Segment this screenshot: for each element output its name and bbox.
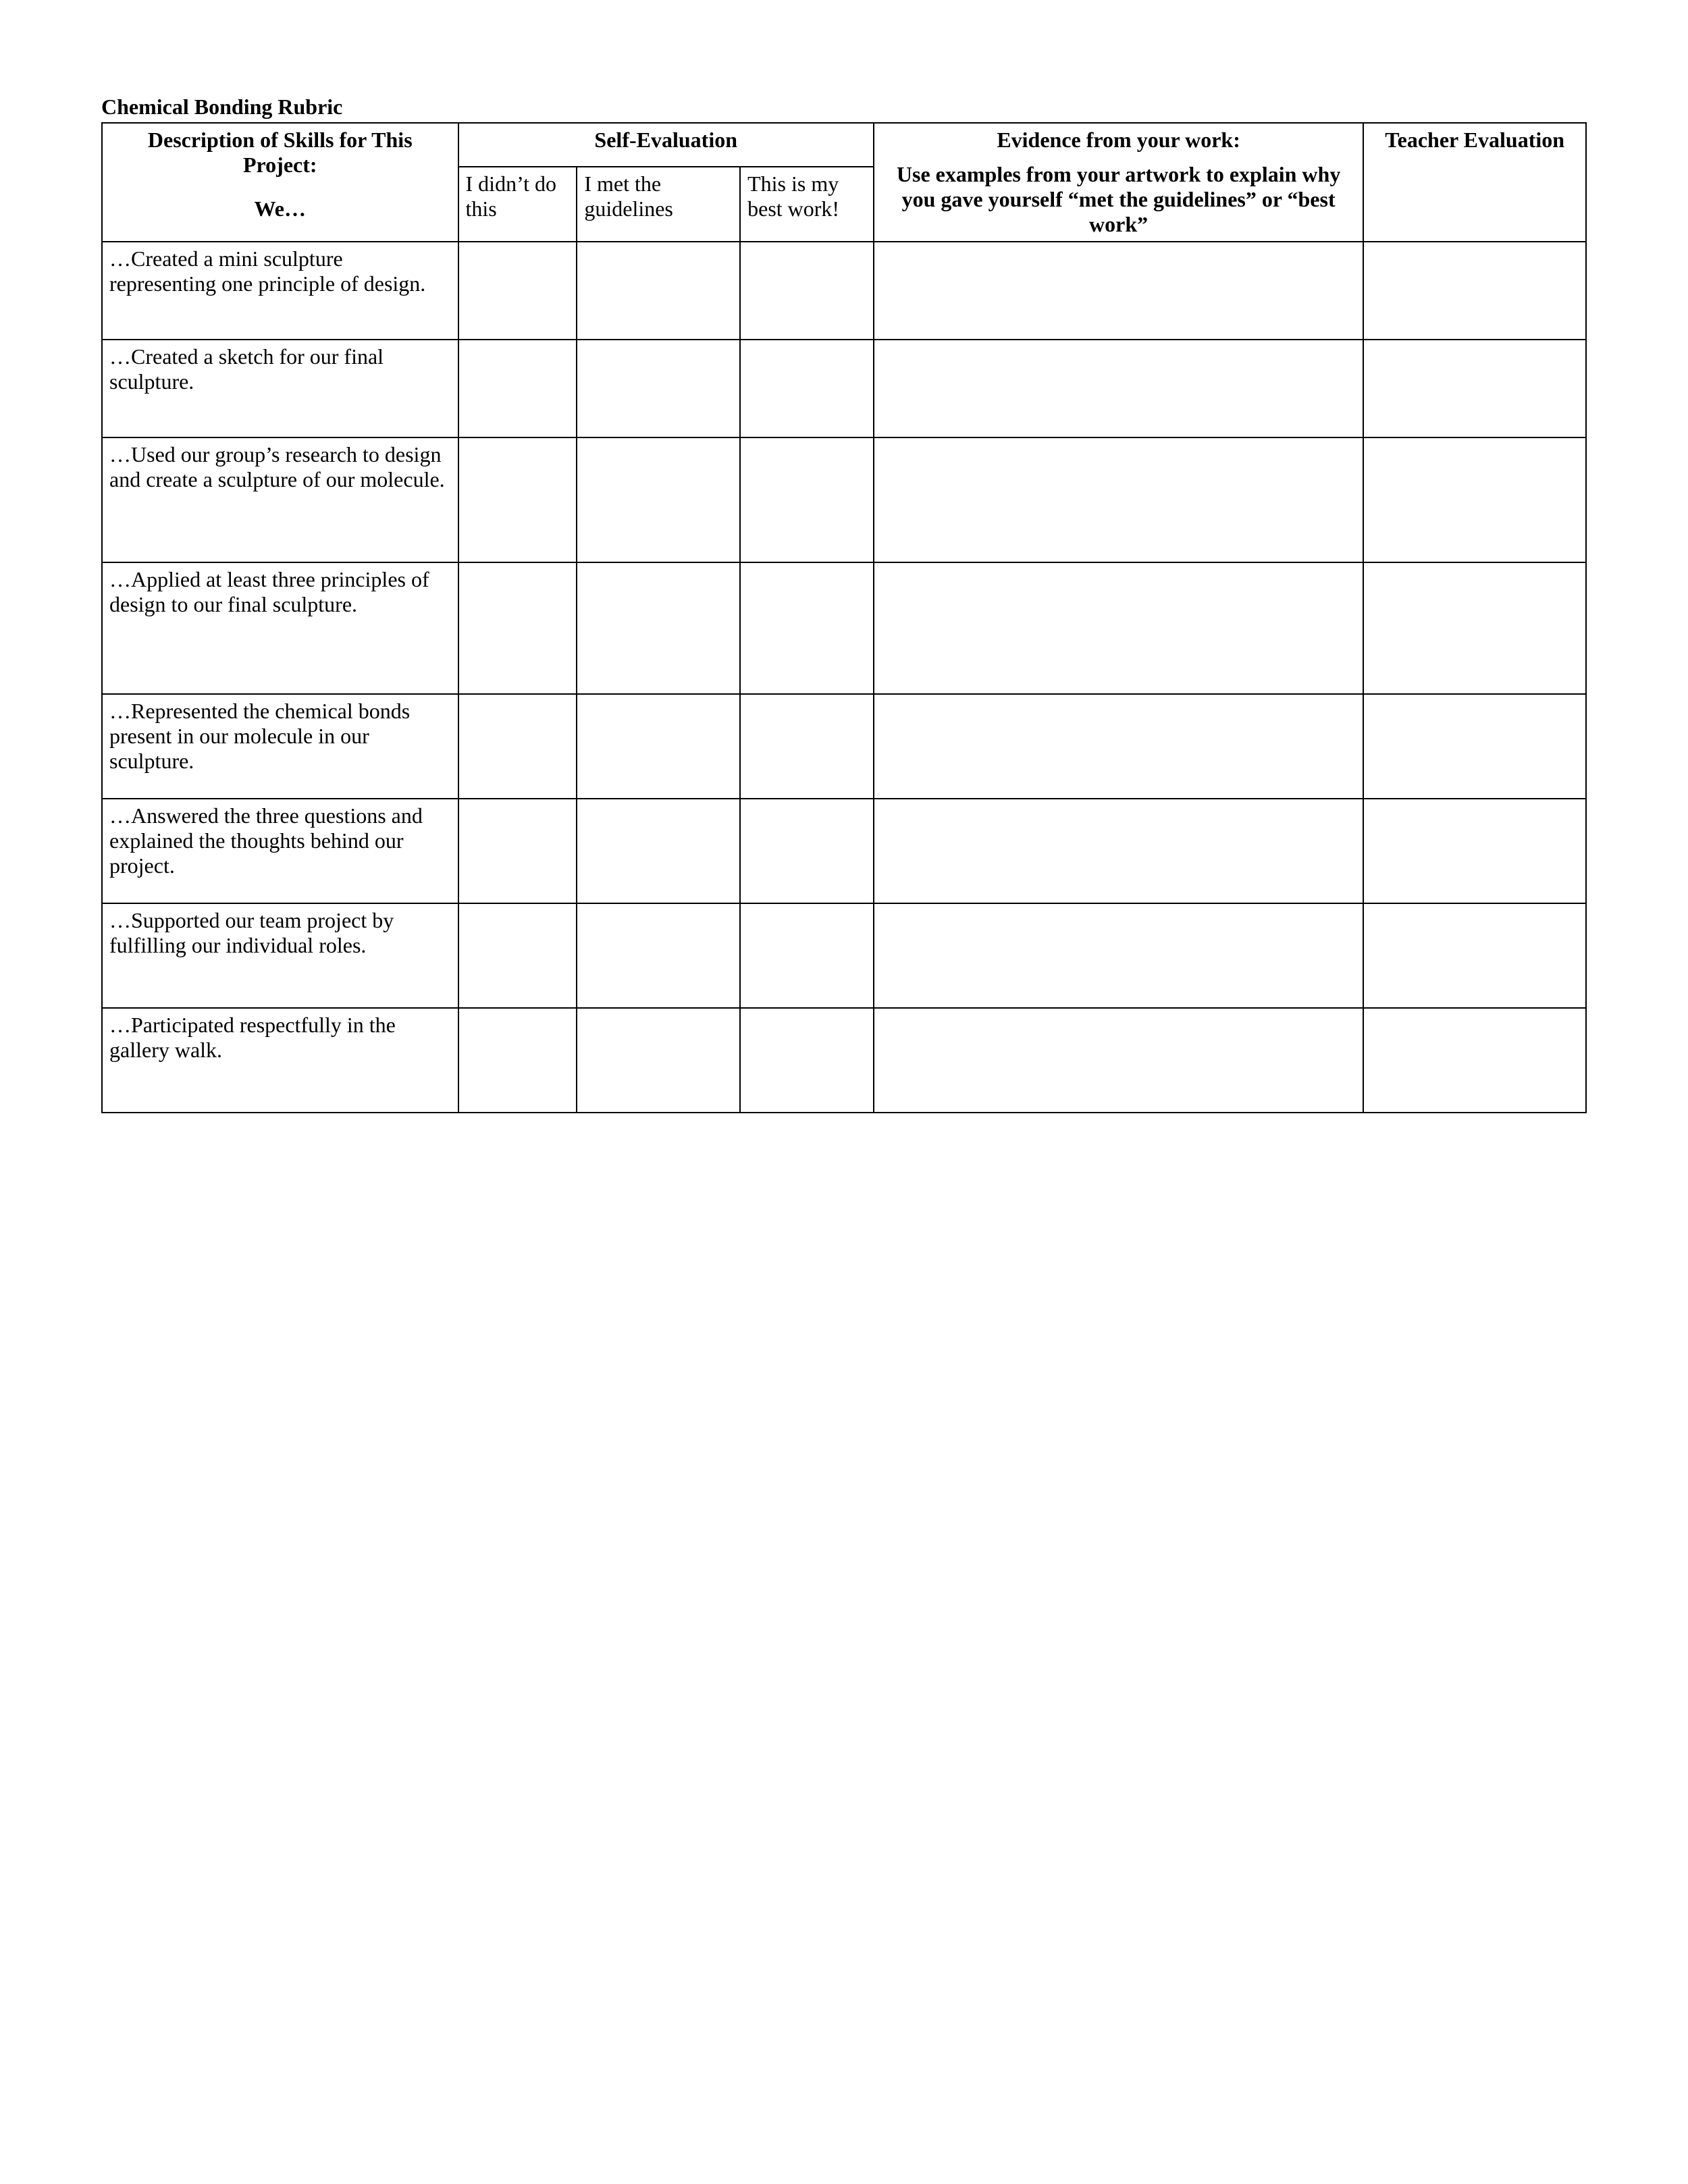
cell-met-guidelines[interactable] [577,903,740,1008]
evidence-label: Evidence from your work: [881,128,1356,153]
skill-cell: …Answered the three questions and explai… [102,799,458,903]
subheader-met-guidelines: I met the guidelines [577,167,740,242]
table-row: …Answered the three questions and explai… [102,799,1586,903]
table-row: …Supported our team project by fulfillin… [102,903,1586,1008]
cell-met-guidelines[interactable] [577,1008,740,1113]
cell-met-guidelines[interactable] [577,694,740,799]
table-row: …Participated respectfully in the galler… [102,1008,1586,1113]
cell-met-guidelines[interactable] [577,340,740,437]
cell-evidence[interactable] [874,694,1363,799]
cell-best-work[interactable] [740,340,874,437]
cell-best-work[interactable] [740,903,874,1008]
header-description: Description of Skills for This Project: … [102,123,458,242]
document-title: Chemical Bonding Rubric [101,95,1587,119]
cell-teacher-eval[interactable] [1363,340,1586,437]
header-teacher-eval: Teacher Evaluation [1363,123,1586,242]
cell-teacher-eval[interactable] [1363,694,1586,799]
skill-cell: …Participated respectfully in the galler… [102,1008,458,1113]
subheader-best-work: This is my best work! [740,167,874,242]
cell-best-work[interactable] [740,694,874,799]
cell-evidence[interactable] [874,242,1363,340]
cell-evidence[interactable] [874,799,1363,903]
cell-didnt-do[interactable] [458,562,577,694]
table-row: …Represented the chemical bonds present … [102,694,1586,799]
cell-didnt-do[interactable] [458,1008,577,1113]
cell-best-work[interactable] [740,799,874,903]
skill-cell: …Created a mini sculpture representing o… [102,242,458,340]
cell-best-work[interactable] [740,562,874,694]
cell-teacher-eval[interactable] [1363,437,1586,562]
cell-didnt-do[interactable] [458,340,577,437]
skill-cell: …Represented the chemical bonds present … [102,694,458,799]
cell-teacher-eval[interactable] [1363,242,1586,340]
cell-evidence[interactable] [874,437,1363,562]
cell-didnt-do[interactable] [458,242,577,340]
cell-best-work[interactable] [740,1008,874,1113]
cell-evidence[interactable] [874,340,1363,437]
skill-cell: …Created a sketch for our final sculptur… [102,340,458,437]
subheader-didnt-do: I didn’t do this [458,167,577,242]
skill-cell: …Supported our team project by fulfillin… [102,903,458,1008]
table-row: …Created a sketch for our final sculptur… [102,340,1586,437]
table-row: …Applied at least three principles of de… [102,562,1586,694]
cell-didnt-do[interactable] [458,903,577,1008]
cell-teacher-eval[interactable] [1363,1008,1586,1113]
cell-teacher-eval[interactable] [1363,799,1586,903]
table-header-row-1: Description of Skills for This Project: … [102,123,1586,167]
cell-best-work[interactable] [740,242,874,340]
cell-didnt-do[interactable] [458,799,577,903]
cell-evidence[interactable] [874,562,1363,694]
cell-didnt-do[interactable] [458,437,577,562]
rubric-table: Description of Skills for This Project: … [101,122,1587,1113]
description-label: Description of Skills for This Project: [109,128,451,178]
cell-didnt-do[interactable] [458,694,577,799]
cell-teacher-eval[interactable] [1363,903,1586,1008]
cell-best-work[interactable] [740,437,874,562]
cell-met-guidelines[interactable] [577,437,740,562]
we-label: We… [109,196,451,221]
table-row: …Created a mini sculpture representing o… [102,242,1586,340]
cell-evidence[interactable] [874,903,1363,1008]
cell-met-guidelines[interactable] [577,242,740,340]
table-row: …Used our group’s research to design and… [102,437,1586,562]
cell-evidence[interactable] [874,1008,1363,1113]
skill-cell: …Applied at least three principles of de… [102,562,458,694]
cell-met-guidelines[interactable] [577,562,740,694]
header-evidence: Evidence from your work: Use examples fr… [874,123,1363,242]
evidence-sub-label: Use examples from your artwork to explai… [881,162,1356,237]
skill-cell: …Used our group’s research to design and… [102,437,458,562]
cell-met-guidelines[interactable] [577,799,740,903]
header-self-evaluation: Self-Evaluation [458,123,874,167]
cell-teacher-eval[interactable] [1363,562,1586,694]
